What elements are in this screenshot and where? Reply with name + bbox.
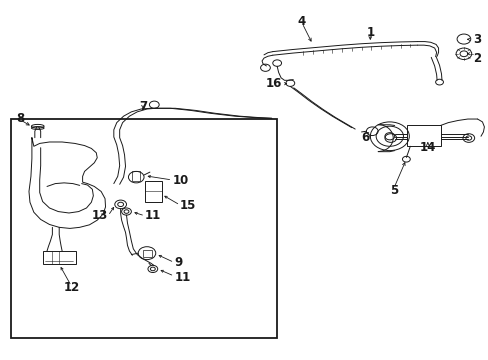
Bar: [132, 171, 140, 181]
Text: 13: 13: [92, 210, 108, 222]
Text: 8: 8: [16, 112, 24, 125]
Bar: [42, 251, 76, 264]
Text: 11: 11: [145, 210, 161, 222]
Text: 10: 10: [172, 174, 188, 186]
Text: 2: 2: [472, 51, 480, 64]
Bar: [407, 126, 440, 146]
Text: 1: 1: [366, 26, 374, 39]
Text: 12: 12: [63, 281, 80, 294]
Text: 9: 9: [174, 256, 182, 269]
Text: 6: 6: [360, 131, 368, 144]
Text: 4: 4: [297, 15, 305, 28]
Text: 7: 7: [139, 100, 147, 113]
Text: 11: 11: [174, 271, 190, 284]
Bar: [145, 181, 161, 202]
Text: 3: 3: [472, 33, 480, 46]
Text: 16: 16: [265, 77, 282, 90]
Bar: [11, 119, 277, 338]
Text: 5: 5: [389, 184, 397, 197]
Text: 15: 15: [180, 199, 196, 212]
Text: 14: 14: [419, 141, 435, 154]
Bar: [143, 249, 152, 257]
